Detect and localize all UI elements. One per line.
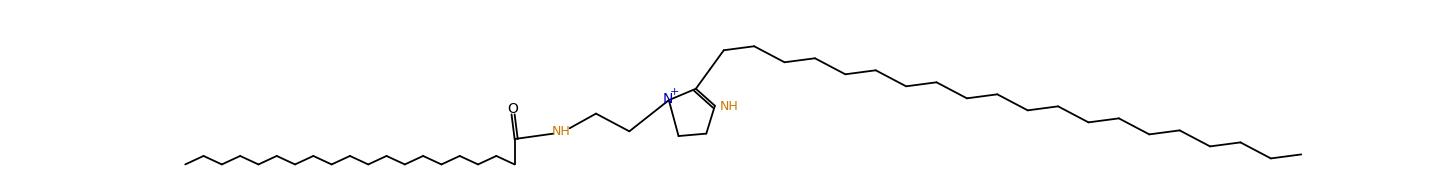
Text: NH: NH [720,100,739,113]
Text: +: + [669,87,679,97]
Text: NH: NH [551,125,570,138]
Text: N: N [663,92,673,106]
Text: O: O [508,102,518,116]
